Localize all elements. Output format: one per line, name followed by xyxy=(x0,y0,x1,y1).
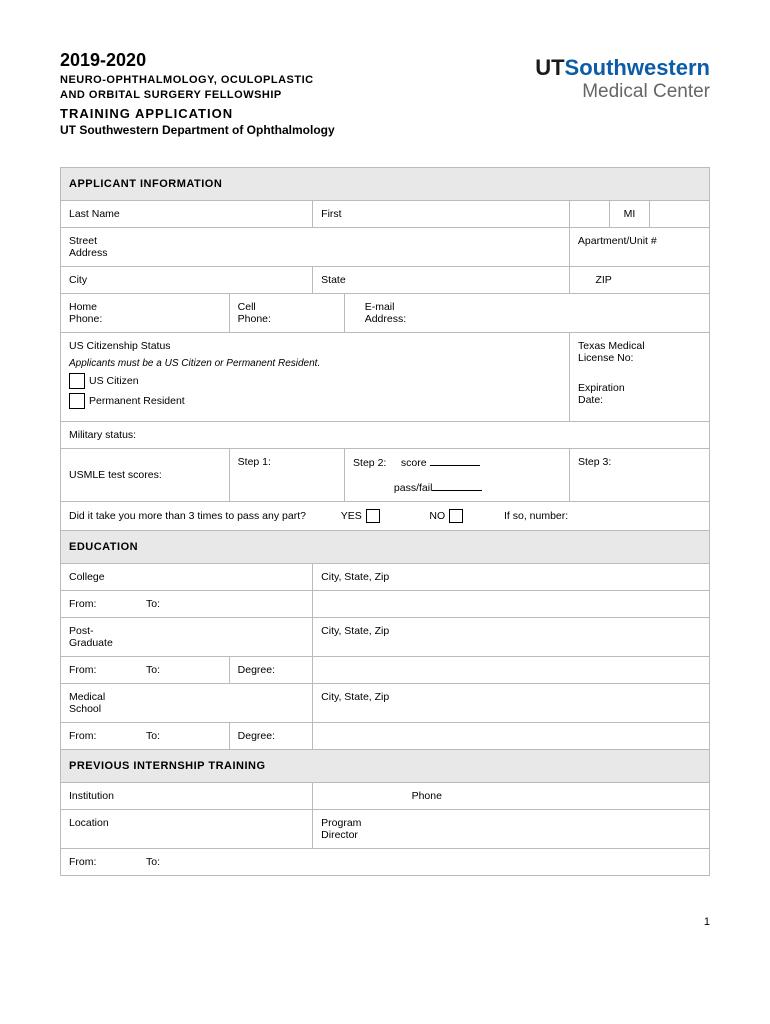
logo-prefix: UT xyxy=(535,55,564,80)
field-location[interactable]: Location xyxy=(61,809,313,848)
field-street-address[interactable]: Street Address xyxy=(61,227,570,266)
checkbox-perm-resident[interactable] xyxy=(69,393,85,409)
field-postgrad-dates[interactable]: From: To: xyxy=(61,656,230,683)
field-institution-phone[interactable]: Phone xyxy=(313,782,710,809)
field-college-csz[interactable]: City, State, Zip xyxy=(313,563,710,590)
field-state[interactable]: State xyxy=(313,266,570,293)
field-college-dates[interactable]: From: To: xyxy=(61,590,313,617)
checkbox-us-citizen[interactable] xyxy=(69,373,85,389)
section-education: EDUCATION xyxy=(61,530,710,563)
checkbox-no[interactable] xyxy=(449,509,463,523)
subtitle-line1: NEURO-OPHTHALMOLOGY, OCULOPLASTIC xyxy=(60,73,535,88)
header-title-block: 2019-2020 NEURO-OPHTHALMOLOGY, OCULOPLAS… xyxy=(60,50,535,137)
field-medschool-dates[interactable]: From: To: xyxy=(61,722,230,749)
field-pass-question[interactable]: Did it take you more than 3 times to pas… xyxy=(61,501,710,530)
field-institution[interactable]: Institution xyxy=(61,782,313,809)
section-applicant-info: APPLICANT INFORMATION xyxy=(61,167,710,200)
logo-main: Southwestern xyxy=(565,55,710,80)
field-medschool-blank[interactable] xyxy=(313,722,710,749)
field-college-blank[interactable] xyxy=(313,590,710,617)
expiration-label: Expiration Date: xyxy=(578,382,701,406)
citizenship-label: US Citizenship Status xyxy=(69,340,561,352)
citizenship-note: Applicants must be a US Citizen or Perma… xyxy=(69,358,561,369)
year-range: 2019-2020 xyxy=(60,50,535,71)
subtitle-line3: TRAINING APPLICATION xyxy=(60,106,535,121)
field-postgrad-blank[interactable] xyxy=(313,656,710,683)
label-us-citizen: US Citizen xyxy=(89,375,139,387)
field-postgrad-csz[interactable]: City, State, Zip xyxy=(313,617,710,656)
field-step1[interactable]: Step 1: xyxy=(229,448,344,501)
field-email[interactable]: E-mail Address: xyxy=(345,293,710,332)
field-program-director[interactable]: Program Director xyxy=(313,809,710,848)
field-college[interactable]: College xyxy=(61,563,313,590)
field-mi[interactable] xyxy=(650,200,710,227)
department-name: UT Southwestern Department of Ophthalmol… xyxy=(60,123,535,137)
field-step2[interactable]: Step 2: score pass/fail xyxy=(345,448,570,501)
field-mi-label: MI xyxy=(610,200,650,227)
field-texas-license[interactable]: Texas Medical License No: Expiration Dat… xyxy=(570,332,710,421)
field-city[interactable]: City xyxy=(61,266,313,293)
field-first-name[interactable]: First xyxy=(313,200,570,227)
logo-subtitle: Medical Center xyxy=(535,81,710,103)
field-cell-phone[interactable]: Cell Phone: xyxy=(229,293,344,332)
application-form: APPLICANT INFORMATION Last Name First MI… xyxy=(60,167,710,876)
field-medschool-degree[interactable]: Degree: xyxy=(229,722,313,749)
tx-license-label: Texas Medical License No: xyxy=(578,340,701,364)
label-perm-resident: Permanent Resident xyxy=(89,395,185,407)
field-apartment[interactable]: Apartment/Unit # xyxy=(569,227,709,266)
page-number: 1 xyxy=(60,916,710,928)
logo-block: UTSouthwestern Medical Center xyxy=(535,50,710,103)
field-medschool[interactable]: Medical School xyxy=(61,683,313,722)
field-zip[interactable]: ZIP xyxy=(569,266,709,293)
field-internship-dates[interactable]: From: To: xyxy=(61,848,710,875)
section-internship: PREVIOUS INTERNSHIP TRAINING xyxy=(61,749,710,782)
field-postgrad-degree[interactable]: Degree: xyxy=(229,656,313,683)
field-military-status[interactable]: Military status: xyxy=(61,421,710,448)
field-medschool-csz[interactable]: City, State, Zip xyxy=(313,683,710,722)
checkbox-yes[interactable] xyxy=(366,509,380,523)
field-postgrad[interactable]: Post- Graduate xyxy=(61,617,313,656)
field-blank[interactable] xyxy=(570,200,610,227)
field-usmle-label: USMLE test scores: xyxy=(61,448,230,501)
field-home-phone[interactable]: Home Phone: xyxy=(61,293,230,332)
field-citizenship[interactable]: US Citizenship Status Applicants must be… xyxy=(61,332,570,421)
subtitle-line2: AND ORBITAL SURGERY FELLOWSHIP xyxy=(60,88,535,103)
field-last-name[interactable]: Last Name xyxy=(61,200,313,227)
field-step3[interactable]: Step 3: xyxy=(570,448,710,501)
document-header: 2019-2020 NEURO-OPHTHALMOLOGY, OCULOPLAS… xyxy=(60,50,710,137)
